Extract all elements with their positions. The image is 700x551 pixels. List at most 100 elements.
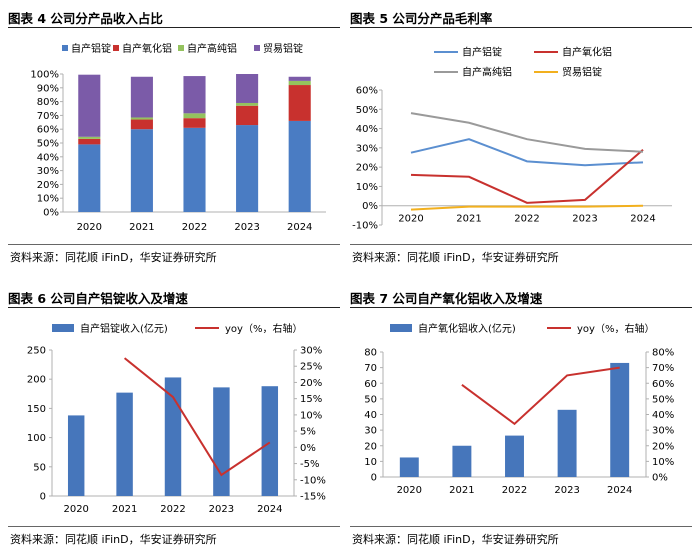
y2-tick-label: 0% bbox=[652, 473, 668, 484]
bar-segment bbox=[236, 125, 259, 212]
y-tick-label: 250 bbox=[27, 346, 46, 357]
y2-tick-label: 20% bbox=[652, 441, 674, 452]
y2-tick-label: 10% bbox=[652, 457, 674, 468]
y2-tick-label: -15% bbox=[300, 492, 326, 503]
y-tick-label: 200 bbox=[27, 375, 46, 386]
legend-label: 贸易铝锭 bbox=[263, 42, 303, 55]
y-tick-label: 40% bbox=[356, 124, 378, 135]
bar-segment bbox=[236, 102, 259, 106]
x-tick-label: 2021 bbox=[112, 504, 137, 515]
bar bbox=[452, 445, 472, 477]
y2-tick-label: -5% bbox=[300, 459, 319, 470]
y-tick-label: 0% bbox=[43, 208, 59, 219]
legend-label: yoy（%，右轴） bbox=[577, 322, 654, 335]
bar-segment bbox=[130, 129, 153, 212]
y-tick-label: 90% bbox=[37, 83, 59, 94]
bar-segment bbox=[288, 85, 311, 121]
x-tick-label: 2023 bbox=[572, 214, 597, 225]
y2-tick-label: 20% bbox=[300, 378, 322, 389]
x-tick-label: 2024 bbox=[257, 504, 282, 515]
y2-tick-label: 5% bbox=[300, 427, 316, 438]
x-tick-label: 2020 bbox=[77, 222, 102, 233]
y-tick-label: 100% bbox=[30, 70, 59, 81]
yoy-line bbox=[461, 366, 620, 426]
bar-line-chart: 自产氧化铝收入(亿元) yoy（%，右轴） 0 10 20 30 40 50 60 70 80 0% 1… bbox=[364, 322, 674, 496]
bar-segment bbox=[183, 127, 206, 212]
x-tick-label: 2020 bbox=[398, 214, 423, 225]
legend-swatch bbox=[52, 324, 74, 332]
bar bbox=[557, 409, 577, 477]
bar-segment bbox=[130, 76, 153, 118]
legend-label: 自产高纯铝 bbox=[187, 42, 237, 55]
title-rule bbox=[350, 27, 692, 28]
bottom-rule bbox=[350, 526, 692, 527]
bar bbox=[261, 386, 279, 496]
x-tick-label: 2021 bbox=[129, 222, 154, 233]
legend-label: 自产铝锭 bbox=[71, 42, 111, 55]
y-tick-label: 30 bbox=[364, 426, 377, 437]
bar bbox=[164, 377, 182, 496]
bar bbox=[213, 387, 230, 496]
y-tick-label: 30% bbox=[37, 166, 59, 177]
title-rule bbox=[8, 27, 340, 28]
y-tick-label: 60% bbox=[37, 125, 59, 136]
y-tick-label: 150 bbox=[27, 404, 46, 415]
y2-tick-label: 0% bbox=[300, 443, 316, 454]
x-tick-label: 2022 bbox=[160, 504, 185, 515]
bar-segment bbox=[183, 76, 206, 114]
y2-tick-label: 70% bbox=[652, 363, 674, 374]
yoy-line bbox=[123, 357, 271, 477]
chart-panel-gross-margin: 图表 5 公司分产品毛利率 自产铝锭 自产氧化铝 自产高纯铝 贸易铝锭 -10% 0% 10… bbox=[350, 8, 692, 268]
bar-segment bbox=[78, 74, 101, 137]
x-tick-label: 2020 bbox=[63, 504, 88, 515]
x-tick-label: 2022 bbox=[502, 485, 527, 496]
y-tick-label: 40 bbox=[364, 410, 377, 421]
y2-tick-label: -10% bbox=[300, 475, 326, 486]
legend-swatch bbox=[254, 45, 260, 51]
y-tick-label: 0 bbox=[371, 473, 377, 484]
y-tick-label: 10% bbox=[37, 194, 59, 205]
y-tick-label: 100 bbox=[27, 433, 46, 444]
y-tick-label: 10% bbox=[356, 182, 378, 193]
series-line bbox=[410, 138, 644, 167]
bar-segment bbox=[130, 117, 153, 120]
chart-title: 图表 6 公司自产铝锭收入及增速 bbox=[8, 291, 188, 306]
series-line bbox=[410, 204, 644, 211]
chart-panel-revenue-share: 图表 4 公司分产品收入占比 自产铝锭 自产氧化铝 自产高纯铝 贸易铝锭 0% 10% 20… bbox=[8, 8, 340, 268]
y-tick-label: 40% bbox=[37, 152, 59, 163]
x-tick-label: 2020 bbox=[397, 485, 422, 496]
source-note: 资料来源：同花顺 iFinD，华安证券研究所 bbox=[10, 251, 217, 264]
y2-tick-label: 30% bbox=[300, 346, 322, 357]
stacked-bar-chart: 自产铝锭 自产氧化铝 自产高纯铝 贸易铝锭 0% 10% 20% 30% 40% 50% 60% 70… bbox=[30, 42, 326, 233]
bottom-rule bbox=[8, 526, 340, 527]
y-tick-label: 0% bbox=[362, 201, 378, 212]
legend-swatch bbox=[390, 324, 412, 332]
legend-swatch bbox=[113, 45, 119, 51]
legend-label: 自产高纯铝 bbox=[462, 66, 512, 79]
y2-tick-label: 40% bbox=[652, 410, 674, 421]
x-tick-label: 2024 bbox=[287, 222, 312, 233]
chart-title: 图表 7 公司自产氧化铝收入及增速 bbox=[350, 291, 543, 306]
y-tick-label: 50 bbox=[33, 462, 46, 473]
bar-segment bbox=[288, 120, 311, 212]
source-note: 资料来源：同花顺 iFinD，华安证券研究所 bbox=[352, 533, 559, 546]
bar-line-chart: 自产铝锭收入(亿元) yoy（%，右轴） 0 50 100 150 200 250 -15% -1… bbox=[27, 322, 326, 515]
y-tick-label: 10 bbox=[364, 457, 377, 468]
legend-label: 自产氧化铝 bbox=[122, 42, 172, 55]
legend-swatch bbox=[178, 45, 184, 51]
y-tick-label: -10% bbox=[352, 221, 378, 232]
x-tick-label: 2023 bbox=[209, 504, 234, 515]
y2-tick-label: 15% bbox=[300, 394, 322, 405]
bar bbox=[399, 457, 419, 477]
bar bbox=[116, 392, 133, 496]
legend-label: 贸易铝锭 bbox=[562, 66, 602, 79]
y-tick-label: 80% bbox=[37, 97, 59, 108]
y2-tick-label: 50% bbox=[652, 394, 674, 405]
y2-tick-label: 80% bbox=[652, 348, 674, 359]
legend-label: 自产铝锭收入(亿元) bbox=[80, 322, 168, 335]
bar-segment bbox=[236, 105, 259, 126]
bar bbox=[505, 435, 524, 477]
x-tick-label: 2023 bbox=[554, 485, 579, 496]
chart-panel-ingot-revenue: 图表 6 公司自产铝锭收入及增速 自产铝锭收入(亿元) yoy（%，右轴） 0 50 1… bbox=[8, 288, 340, 550]
